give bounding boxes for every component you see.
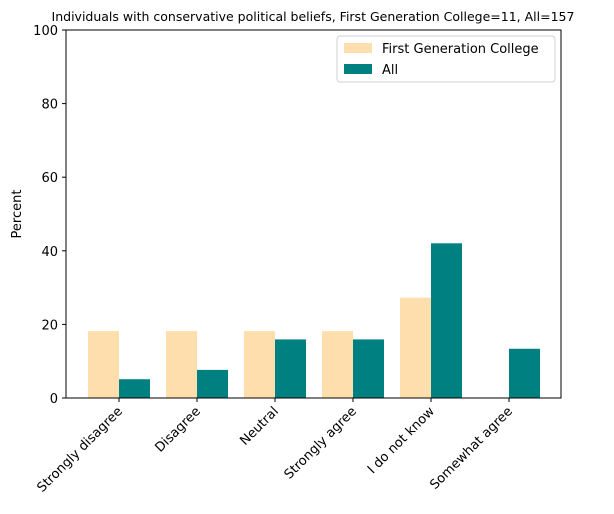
x-tick-label-1: Disagree	[152, 404, 203, 455]
chart-title: Individuals with conservative political …	[52, 9, 575, 24]
bar-first-gen-4	[400, 297, 431, 398]
bars-layer	[88, 243, 540, 398]
y-tick-label-3: 60	[41, 171, 58, 186]
bar-first-gen-2	[244, 331, 275, 398]
legend-box	[336, 35, 556, 83]
bar-first-gen-3	[322, 331, 353, 398]
legend-label-0: First Generation College	[382, 42, 539, 57]
bar-all-3	[353, 339, 384, 398]
x-tick-label-0: Strongly disagree	[34, 404, 125, 495]
y-tick-label-4: 80	[41, 98, 58, 113]
legend: First Generation College All	[336, 35, 556, 83]
x-tick-label-4: I do not know	[365, 404, 438, 477]
x-axis: Strongly disagree Disagree Neutral Strongly…	[34, 398, 516, 496]
plot-frame	[65, 29, 562, 399]
bar-first-gen-1	[166, 331, 197, 398]
y-axis-label: Percent	[10, 190, 25, 239]
bar-all-4	[431, 243, 462, 398]
bar-all-5	[509, 348, 540, 398]
y-tick-label-2: 40	[41, 245, 58, 260]
bar-all-0	[119, 379, 150, 398]
legend-swatch-1	[344, 64, 372, 74]
x-tick-label-5: Somewhat agree	[427, 404, 516, 493]
bar-all-1	[197, 369, 228, 398]
legend-swatch-0	[344, 43, 372, 53]
x-tick-label-2: Neutral	[237, 404, 282, 449]
y-tick-label-0: 0	[50, 392, 58, 407]
bar-all-2	[275, 339, 306, 398]
y-tick-label-5: 100	[33, 24, 58, 39]
y-tick-label-1: 20	[41, 318, 58, 333]
y-axis: 0 20 40 60 80 100	[33, 24, 66, 407]
legend-label-1: All	[382, 63, 398, 78]
bar-first-gen-0	[88, 331, 119, 398]
x-tick-label-3: Strongly agree	[282, 404, 360, 482]
